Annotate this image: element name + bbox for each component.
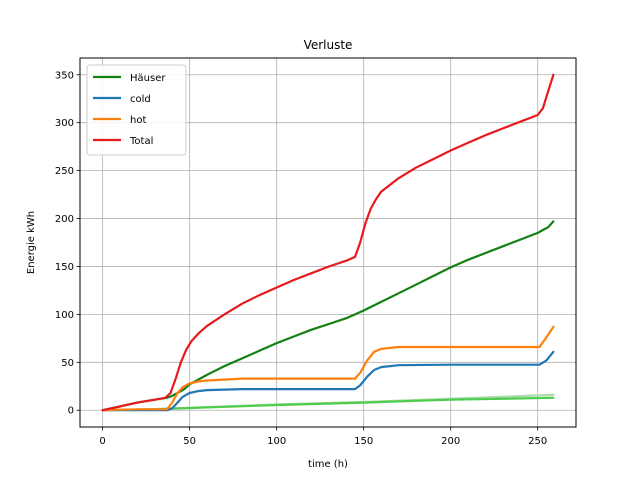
ticks: 0 50 100 150 200 250 0 50 100 150 200 250 300 350	[55, 70, 547, 447]
x-tick-label: 150	[354, 436, 373, 447]
y-tick-label: 300	[55, 118, 74, 129]
legend-label: hot	[130, 115, 146, 126]
series-line-hot	[101, 325, 555, 412]
y-tick-label: 150	[55, 262, 74, 273]
y-tick-label: 200	[55, 214, 74, 225]
x-axis-label: time (h)	[308, 459, 348, 470]
y-tick-label: 250	[55, 166, 74, 177]
y-tick-label: 0	[68, 406, 74, 417]
plot-frame	[79, 57, 577, 428]
y-axis-label: Energie kWh	[26, 211, 37, 274]
series-line-total	[101, 73, 555, 412]
y-tick-label: 50	[61, 358, 74, 369]
x-tick-label: 250	[528, 436, 547, 447]
series-layer	[101, 73, 555, 412]
y-tick-label: 350	[55, 70, 74, 81]
legend: Häuser cold hot Total	[86, 64, 187, 156]
x-tick-label: 200	[441, 436, 460, 447]
x-tick-label: 50	[183, 436, 196, 447]
x-tick-label: 0	[99, 436, 105, 447]
legend-label: cold	[130, 94, 151, 105]
legend-label: Total	[129, 136, 153, 147]
legend-box	[86, 64, 187, 156]
y-tick-label: 100	[55, 310, 74, 321]
legend-label: Häuser	[130, 73, 166, 84]
x-tick-label: 100	[267, 436, 286, 447]
chart-title: Verluste	[304, 38, 353, 52]
series-line-h-user	[101, 220, 555, 412]
